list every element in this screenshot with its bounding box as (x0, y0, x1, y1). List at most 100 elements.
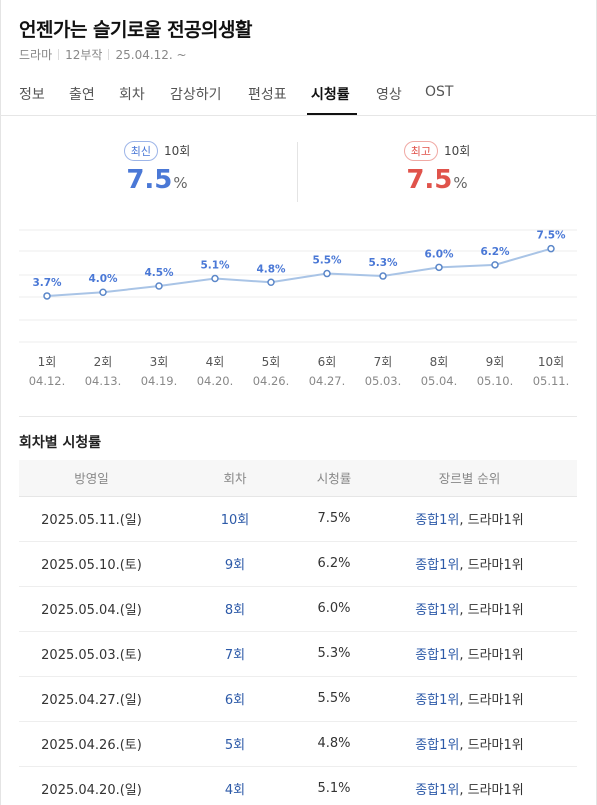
data-point (435, 263, 443, 272)
row-rating: 5.1% (306, 766, 362, 805)
data-point (99, 288, 107, 296)
rank-separator: , (459, 648, 468, 663)
row-genre-rank: 종합1위, 드라마1위 (362, 541, 577, 587)
row-episode-link[interactable]: 5회 (164, 721, 306, 767)
table-row: 2025.04.26.(토) 5회 4.8% 종합1위, 드라마1위 (19, 721, 577, 767)
table-header-row: 방영일 회차 시청률 장르별 순위 (19, 460, 577, 497)
x-tick-label: 5회 (262, 355, 281, 369)
x-date-label: 04.13. (85, 374, 122, 388)
rank-total-link[interactable]: 종합1위 (415, 648, 460, 663)
row-episode-link[interactable]: 9회 (164, 541, 306, 587)
tab-ost[interactable]: OST (425, 84, 454, 100)
row-genre-rank: 종합1위, 드라마1위 (362, 766, 577, 805)
rank-genre: 드라마1위 (467, 513, 524, 528)
row-date: 2025.04.20.(일) (19, 766, 164, 805)
rank-total-link[interactable]: 종합1위 (415, 603, 460, 618)
row-genre-rank: 종합1위, 드라마1위 (362, 586, 577, 632)
tab-watch[interactable]: 감상하기 (170, 87, 222, 103)
summary-divider (297, 142, 298, 202)
tab-cast[interactable]: 출연 (69, 87, 95, 103)
row-rating: 4.8% (306, 721, 362, 767)
row-rating: 6.0% (306, 586, 362, 632)
rank-total-link[interactable]: 종합1위 (415, 693, 460, 708)
rank-total-link[interactable]: 종합1위 (415, 513, 460, 528)
rank-separator: , (459, 783, 468, 798)
data-point (379, 272, 387, 280)
row-episode-link[interactable]: 4회 (164, 766, 306, 805)
rank-genre: 드라마1위 (467, 648, 524, 663)
rank-genre: 드라마1위 (467, 738, 524, 753)
row-episode-link[interactable]: 6회 (164, 676, 306, 722)
x-tick-label: 8회 (430, 355, 449, 369)
ratings-table: 방영일 회차 시청률 장르별 순위 2025.05.11.(일) 10회 7.5% 종… (19, 460, 577, 805)
series-line (46, 247, 552, 297)
x-tick-label: 4회 (206, 355, 225, 369)
rank-genre: 드라마1위 (467, 558, 524, 573)
data-label: 4.5% (144, 267, 174, 279)
tab-ratings[interactable]: 시청률 (311, 87, 350, 103)
data-point (43, 292, 51, 300)
rank-separator: , (459, 513, 468, 528)
x-date-label: 05.10. (477, 374, 514, 388)
rank-total-link[interactable]: 종합1위 (415, 738, 460, 753)
tab-schedule[interactable]: 편성표 (248, 87, 287, 103)
page-title: 언젠가는 슬기로울 전공의생활 (19, 19, 252, 41)
tab-info[interactable]: 정보 (19, 87, 45, 103)
row-rating: 6.2% (306, 541, 362, 587)
latest-badge: 최신 (123, 140, 158, 161)
ratings-table-body: 2025.05.11.(일) 10회 7.5% 종합1위, 드라마1위 2025.05.… (19, 496, 577, 805)
highest-rating-value: 7.5 (406, 164, 453, 195)
table-row: 2025.05.10.(토) 9회 6.2% 종합1위, 드라마1위 (19, 541, 577, 587)
x-date-label: 04.19. (141, 374, 178, 388)
row-episode-link[interactable]: 7회 (164, 631, 306, 677)
section-divider (19, 416, 577, 417)
header-genre-rank: 장르별 순위 (362, 460, 577, 497)
row-rating: 5.5% (306, 676, 362, 722)
header-episode: 회차 (164, 460, 306, 497)
row-genre-rank: 종합1위, 드라마1위 (362, 496, 577, 542)
latest-episode: 10회 (163, 144, 191, 158)
row-genre-rank: 종합1위, 드라마1위 (362, 721, 577, 767)
data-label: 4.0% (88, 273, 118, 285)
row-genre-rank: 종합1위, 드라마1위 (362, 631, 577, 677)
data-point (211, 274, 219, 283)
rank-genre: 드라마1위 (467, 603, 524, 618)
data-label: 5.5% (312, 255, 342, 267)
row-date: 2025.05.03.(토) (19, 631, 164, 677)
tab-episodes[interactable]: 회차 (119, 87, 145, 103)
latest-rating-value-wrap: 7.5% (57, 165, 257, 195)
ratings-table-title: 회차별 시청률 (19, 435, 102, 451)
table-row: 2025.05.11.(일) 10회 7.5% 종합1위, 드라마1위 (19, 496, 577, 542)
latest-rating-value: 7.5 (126, 164, 173, 195)
rank-total-link[interactable]: 종합1위 (415, 783, 460, 798)
x-date-label: 05.04. (421, 374, 458, 388)
table-row: 2025.05.03.(토) 7회 5.3% 종합1위, 드라마1위 (19, 631, 577, 677)
table-row: 2025.04.20.(일) 4회 5.1% 종합1위, 드라마1위 (19, 766, 577, 805)
row-episode-link[interactable]: 10회 (164, 496, 306, 542)
latest-rating-summary: 최신 10회 7.5% (57, 140, 257, 195)
highest-badge: 최고 (403, 140, 438, 161)
data-label: 5.1% (200, 260, 230, 272)
rank-separator: , (459, 693, 468, 708)
rank-separator: , (459, 738, 468, 753)
row-date: 2025.05.11.(일) (19, 496, 164, 542)
rank-total-link[interactable]: 종합1위 (415, 558, 460, 573)
meta-info: 드라마 12부작 25.04.12. ~ (19, 46, 187, 63)
row-episode-link[interactable]: 8회 (164, 586, 306, 632)
data-point (491, 261, 499, 269)
row-date: 2025.04.26.(토) (19, 721, 164, 767)
x-tick-label: 10회 (538, 355, 564, 369)
highest-rating-unit: % (453, 173, 468, 192)
x-tick-label: 1회 (38, 355, 57, 369)
row-date: 2025.04.27.(일) (19, 676, 164, 722)
tab-bar: 정보 출연 회차 감상하기 편성표 시청률 영상 OST (0, 78, 597, 116)
row-rating: 5.3% (306, 631, 362, 677)
episode-count: 12부작 (65, 48, 103, 62)
meta-divider (108, 49, 110, 60)
data-label: 6.0% (424, 248, 454, 260)
x-date-label: 04.12. (29, 374, 66, 388)
rank-separator: , (459, 558, 468, 573)
tab-videos[interactable]: 영상 (376, 87, 402, 103)
rank-genre: 드라마1위 (467, 693, 524, 708)
x-date-label: 04.20. (197, 374, 234, 388)
